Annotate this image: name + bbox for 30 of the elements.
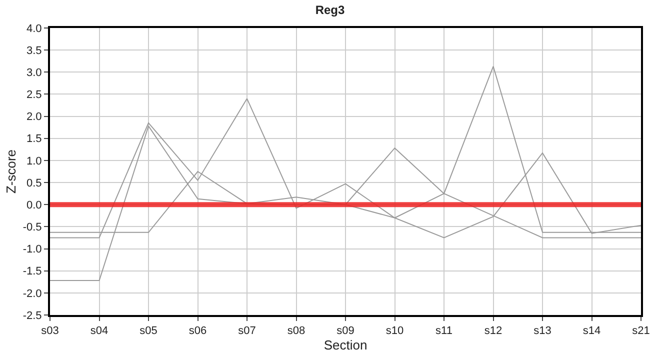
y-tick-label: -0.5 (22, 222, 42, 234)
x-tick-label: s12 (484, 325, 502, 338)
y-tick-label: 4.0 (26, 22, 42, 35)
x-tick-label: s04 (90, 325, 108, 338)
y-tick-label: 3.0 (26, 67, 42, 79)
y-tick-label: 1.5 (26, 133, 42, 146)
y-tick-label: 3.5 (26, 44, 42, 57)
x-tick-label: s05 (140, 325, 158, 338)
y-tick-label: 1.0 (26, 155, 42, 168)
y-axis-title: Z-score (3, 149, 18, 194)
x-tick-label: s09 (336, 325, 354, 338)
y-tick-label: -2.0 (22, 288, 42, 300)
y-tick-label: 2.5 (26, 89, 42, 102)
y-tick-label: 0.5 (26, 177, 42, 190)
y-tick-label: 2.0 (26, 111, 42, 124)
x-tick-label: s07 (238, 325, 256, 338)
x-tick-label: s11 (436, 325, 452, 338)
x-tick-label: s03 (41, 325, 59, 338)
x-tick-label: s08 (287, 325, 306, 338)
x-tick-label: s10 (386, 325, 404, 338)
x-tick-label: s06 (188, 325, 207, 338)
x-tick-label: s13 (534, 325, 552, 338)
y-tick-label: -1.5 (22, 266, 42, 278)
x-axis-title: Section (324, 337, 368, 352)
chart-title: Reg3 (315, 2, 345, 17)
y-tick-label: -2.5 (22, 310, 42, 322)
y-tick-label: -1.0 (22, 244, 42, 256)
y-tick-label: 0.0 (26, 199, 42, 212)
x-tick-label: s21 (632, 325, 650, 338)
x-tick-label: s14 (582, 325, 601, 338)
